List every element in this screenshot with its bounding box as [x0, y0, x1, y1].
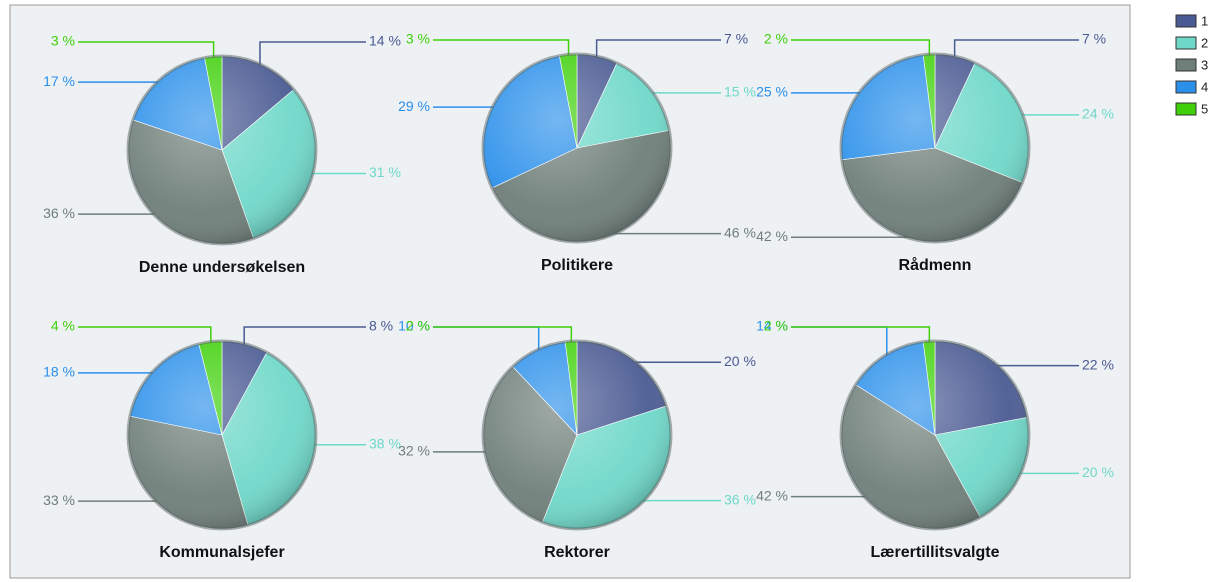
- legend-swatch: [1175, 14, 1197, 28]
- value-label: 2 %: [764, 318, 788, 334]
- pie-gloss: [839, 339, 1031, 531]
- value-label: 14 %: [756, 318, 788, 334]
- value-label: 2 %: [406, 318, 430, 334]
- legend-label: 2: [1201, 35, 1208, 50]
- value-label: 36 %: [43, 205, 75, 221]
- legend-label: 4: [1201, 79, 1208, 94]
- value-label: 2 %: [764, 31, 788, 47]
- value-label: 38 %: [369, 435, 401, 451]
- value-label: 31 %: [369, 164, 401, 180]
- value-label: 15 %: [724, 84, 756, 100]
- pie-title: Denne undersøkelsen: [139, 259, 305, 276]
- pie-title: Lærertillitsvalgte: [871, 544, 1000, 561]
- value-label: 29 %: [398, 98, 430, 114]
- value-label: 7 %: [1082, 31, 1106, 47]
- pie-gloss: [481, 52, 673, 244]
- value-label: 46 %: [724, 224, 756, 240]
- leader-line: [78, 326, 212, 346]
- pie-gloss: [839, 52, 1031, 244]
- value-label: 22 %: [1082, 356, 1114, 372]
- value-label: 36 %: [724, 491, 756, 507]
- value-label: 3 %: [406, 31, 430, 47]
- value-label: 20 %: [724, 353, 756, 369]
- value-label: 14 %: [369, 33, 401, 49]
- value-label: 17 %: [43, 73, 75, 89]
- leader-line: [259, 41, 366, 69]
- pie-gloss: [126, 339, 318, 531]
- value-label: 42 %: [756, 228, 788, 244]
- value-label: 25 %: [756, 84, 788, 100]
- legend-swatch: [1175, 58, 1197, 72]
- value-label: 24 %: [1082, 106, 1114, 122]
- pie-title: Rektorer: [544, 544, 610, 561]
- value-label: 10 %: [398, 318, 430, 334]
- pie-gloss: [126, 54, 318, 246]
- pie-title: Politikere: [541, 257, 613, 274]
- value-label: 4 %: [51, 318, 75, 334]
- leader-line: [433, 326, 573, 346]
- value-label: 18 %: [43, 364, 75, 380]
- legend-label: 3: [1201, 57, 1208, 72]
- pie-title: Kommunalsjefer: [159, 544, 284, 561]
- value-label: 33 %: [43, 492, 75, 508]
- value-label: 42 %: [756, 487, 788, 503]
- legend-label: 5: [1201, 101, 1208, 116]
- legend-swatch: [1175, 102, 1197, 116]
- value-label: 20 %: [1082, 464, 1114, 480]
- value-label: 7 %: [724, 31, 748, 47]
- pie-gloss: [481, 339, 673, 531]
- legend-swatch: [1175, 36, 1197, 50]
- legend-swatch: [1175, 80, 1197, 94]
- leader-line: [243, 326, 366, 348]
- value-label: 32 %: [398, 443, 430, 459]
- leader-line: [791, 326, 931, 346]
- value-label: 8 %: [369, 318, 393, 334]
- leader-line: [595, 39, 721, 61]
- value-label: 3 %: [51, 33, 75, 49]
- leader-line: [433, 39, 570, 59]
- leader-line: [791, 39, 931, 59]
- leader-line: [953, 39, 1079, 61]
- pie-title: Rådmenn: [899, 256, 972, 274]
- legend-label: 1: [1201, 13, 1208, 28]
- leader-line: [78, 41, 215, 61]
